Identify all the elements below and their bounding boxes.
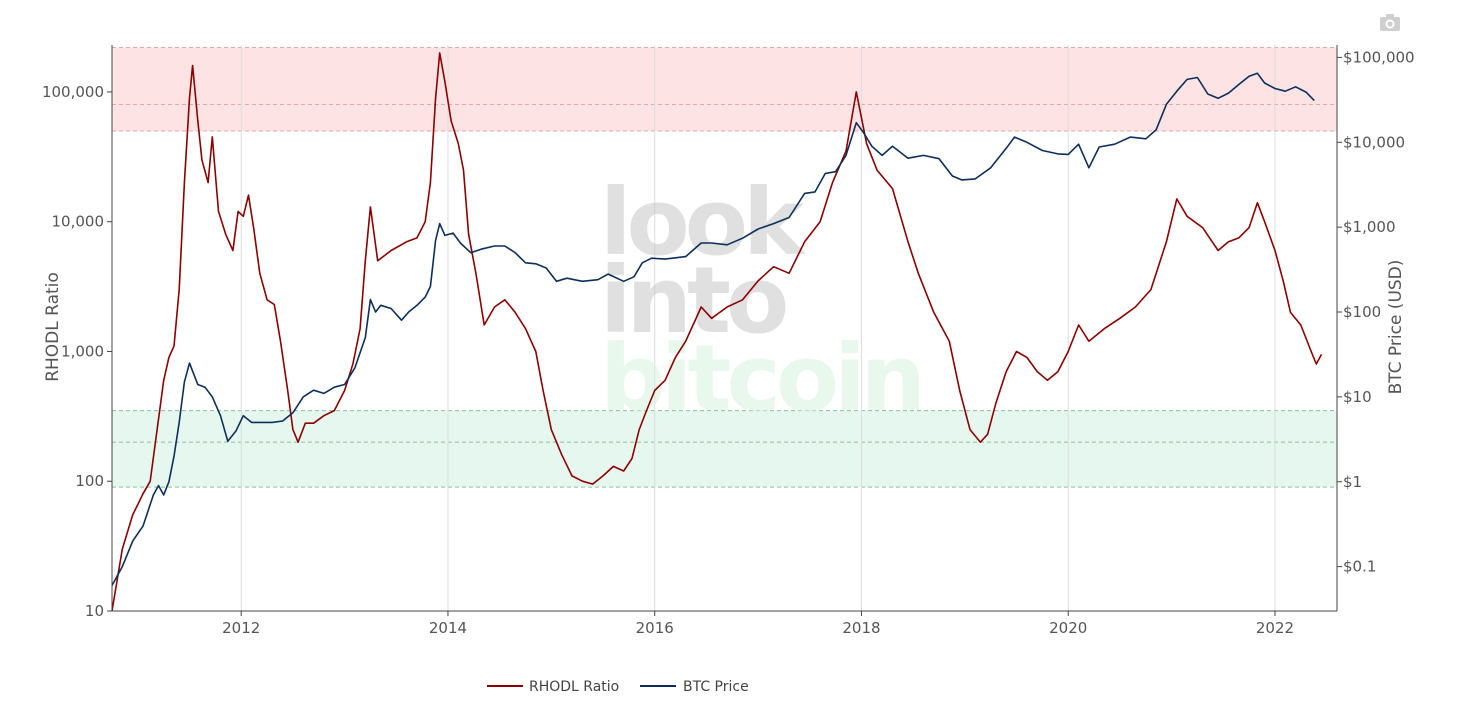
y-tick-label: 100,000 [42, 83, 104, 101]
x-tick-label-2022: 2022 [1256, 619, 1294, 637]
grid-layer [240, 45, 1276, 611]
x-tick-label-2014: 2014 [429, 619, 467, 637]
y-tick-label: 10 [85, 602, 104, 620]
band-red [112, 47, 1337, 132]
band-green [112, 410, 1337, 488]
y-axis-title: RHODL Ratio [43, 272, 63, 382]
series-line-rhodl [111, 52, 1323, 612]
y2-tick-label: $100,000 [1343, 48, 1415, 66]
series-line-btc-price [111, 72, 1315, 586]
camera-icon[interactable] [1380, 14, 1400, 31]
y2-axis-title: BTC Price (USD) [1386, 260, 1406, 395]
watermark-line-bitcoin: bitcoin [600, 325, 921, 432]
y-tick-label: 1,000 [61, 342, 104, 360]
axes-layer: 2012 2014 2016 2018 2020 2022 10 100 1,000 10,000… [42, 45, 1415, 637]
y2-tick-label: $1 [1343, 473, 1362, 491]
x-tick-label-2020: 2020 [1049, 619, 1087, 637]
y-tick-label: 10,000 [52, 213, 105, 231]
x-tick-label-2012: 2012 [222, 619, 260, 637]
legend: RHODL Ratio BTC Price [487, 679, 749, 695]
x-tick-label-2018: 2018 [842, 619, 880, 637]
x-tick-label-2016: 2016 [636, 619, 674, 637]
y-tick-label: 100 [75, 472, 104, 490]
y2-tick-label: $10 [1343, 388, 1372, 406]
legend-label-btc: BTC Price [683, 679, 749, 695]
watermark: look into bitcoin [600, 169, 926, 432]
y2-tick-label: $100 [1343, 303, 1381, 321]
y2-tick-label: $0.1 [1343, 558, 1376, 576]
y2-tick-label: $10,000 [1343, 133, 1405, 151]
series-layer [111, 52, 1323, 612]
band-layer [112, 47, 1337, 488]
legend-label-rhodl: RHODL Ratio [529, 679, 619, 695]
y2-tick-label: $1,000 [1343, 218, 1396, 236]
watermark-line-into: into [600, 247, 786, 354]
